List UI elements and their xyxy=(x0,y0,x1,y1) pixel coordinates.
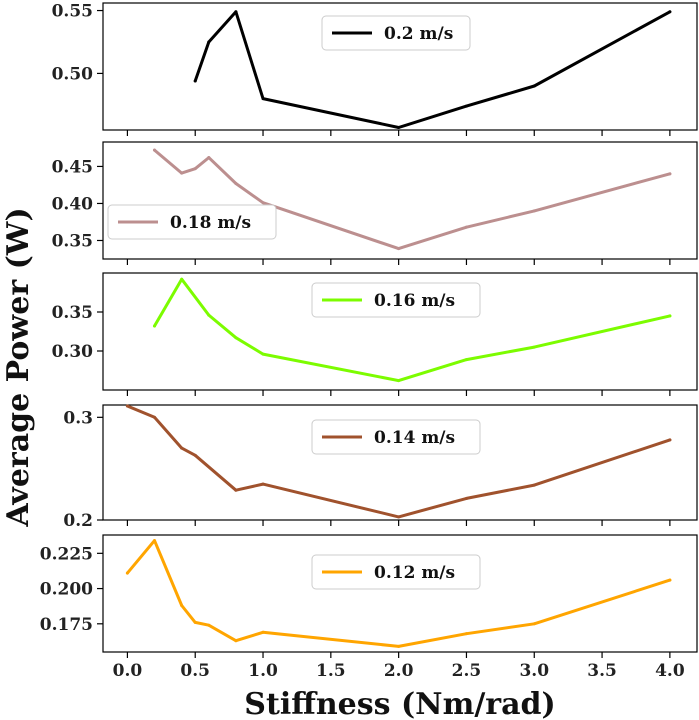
legend-3-label: 0.16 m/s xyxy=(374,291,455,311)
series-5-point xyxy=(532,622,536,626)
panel-5-y-tick-label: 0.175 xyxy=(40,615,93,635)
series-1-point xyxy=(234,10,238,14)
series-5-point xyxy=(464,632,468,636)
series-5-point xyxy=(125,571,129,575)
x-tick-label: 2.5 xyxy=(452,661,482,681)
series-5-point xyxy=(397,644,401,648)
x-axis-title: Stiffness (Nm/rad) xyxy=(244,687,555,720)
series-4-point xyxy=(397,515,401,519)
panel-5-frame xyxy=(102,534,698,653)
series-2-point xyxy=(532,209,536,213)
series-5-point xyxy=(261,630,265,634)
panel-1-y-tick-label: 0.50 xyxy=(52,64,94,84)
panel-2-y-tick-label: 0.35 xyxy=(52,231,93,251)
series-4-point xyxy=(125,404,129,408)
x-tick-label: 2.0 xyxy=(384,661,414,681)
series-2-point xyxy=(397,247,401,251)
series-2-point xyxy=(207,156,211,160)
series-2-point xyxy=(180,171,184,175)
series-1-point xyxy=(261,97,265,101)
series-4-point xyxy=(532,483,536,487)
legend-5-label: 0.12 m/s xyxy=(374,563,455,583)
series-1-point xyxy=(532,84,536,88)
panel-2-y-tick-label: 0.40 xyxy=(52,194,94,214)
panel-3-y-tick-label: 0.30 xyxy=(52,342,94,362)
series-3-point xyxy=(234,336,238,340)
series-5-point xyxy=(668,578,672,582)
series-3-point xyxy=(668,314,672,318)
legend-2-label: 0.18 m/s xyxy=(170,213,251,233)
legend-2 xyxy=(107,204,277,240)
series-4-point xyxy=(193,453,197,457)
x-tick-label: 0.0 xyxy=(113,661,143,681)
legend-1-label: 0.2 m/s xyxy=(384,24,453,44)
series-5-point xyxy=(153,539,157,543)
panel-4-y-tick-label: 0.2 xyxy=(63,511,93,531)
series-line-1 xyxy=(193,10,672,129)
series-1-point xyxy=(207,40,211,44)
x-tick-label: 1.5 xyxy=(316,661,346,681)
series-line-4 xyxy=(125,404,672,519)
panel-1-frame xyxy=(102,2,698,131)
panel-4-frame xyxy=(102,404,698,521)
legend-4-label: 0.14 m/s xyxy=(374,428,455,448)
x-tick-label: 1.0 xyxy=(248,661,278,681)
panel-4-y-tick-label: 0.3 xyxy=(63,408,93,428)
series-5-point xyxy=(193,620,197,624)
series-5-point xyxy=(180,603,184,607)
panel-2-y-tick-label: 0.45 xyxy=(52,157,93,177)
series-1-point xyxy=(397,125,401,129)
series-2-point xyxy=(261,201,265,205)
series-3-point xyxy=(153,324,157,328)
series-3-point xyxy=(207,313,211,317)
series-3-point xyxy=(532,345,536,349)
series-1-point xyxy=(193,79,197,83)
series-3-point xyxy=(261,352,265,356)
series-3-point xyxy=(397,379,401,383)
panel-1-y-tick-label: 0.55 xyxy=(52,2,93,22)
series-2-point xyxy=(464,225,468,229)
series-3-point xyxy=(464,358,468,362)
series-3-point xyxy=(180,277,184,281)
series-4-point xyxy=(180,446,184,450)
y-axis-title: Average Power (W) xyxy=(1,207,36,527)
x-tick-label: 0.5 xyxy=(180,661,210,681)
panel-2-frame xyxy=(102,141,698,260)
series-5-point xyxy=(234,639,238,643)
x-tick-label: 3.0 xyxy=(519,661,549,681)
series-1-point xyxy=(464,104,468,108)
panel-5-y-tick-label: 0.225 xyxy=(40,544,93,564)
x-tick-label: 4.0 xyxy=(655,661,685,681)
series-4-point xyxy=(261,482,265,486)
series-4-point xyxy=(153,415,157,419)
series-2-point xyxy=(668,172,672,176)
series-4-point xyxy=(668,438,672,442)
series-2-point xyxy=(193,167,197,171)
panel-3-y-tick-label: 0.35 xyxy=(52,303,93,323)
panel-5-y-tick-label: 0.200 xyxy=(40,580,93,600)
series-2-point xyxy=(153,148,157,152)
x-tick-label: 3.5 xyxy=(587,661,617,681)
legend-3 xyxy=(311,282,481,318)
series-5-point xyxy=(207,623,211,627)
series-1-point xyxy=(668,10,672,14)
series-4-point xyxy=(464,496,468,500)
legend-1 xyxy=(321,15,471,51)
series-4-point xyxy=(234,488,238,492)
legend-4 xyxy=(311,419,481,455)
legend-5 xyxy=(311,554,481,590)
panel-3-frame xyxy=(102,272,698,391)
series-2-point xyxy=(234,181,238,185)
series-line-2 xyxy=(153,148,672,251)
